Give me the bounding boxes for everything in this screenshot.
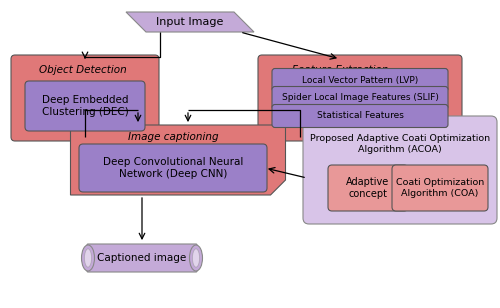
Polygon shape bbox=[70, 125, 286, 195]
FancyBboxPatch shape bbox=[258, 55, 462, 141]
Polygon shape bbox=[126, 12, 254, 32]
Text: Proposed Adaptive Coati Optimization
Algorithm (ACOA): Proposed Adaptive Coati Optimization Alg… bbox=[310, 134, 490, 154]
Text: Deep Embedded
Clustering (DEC): Deep Embedded Clustering (DEC) bbox=[42, 95, 128, 117]
Text: Spider Local Image Features (SLIF): Spider Local Image Features (SLIF) bbox=[282, 94, 438, 103]
Text: Deep Convolutional Neural
Network (Deep CNN): Deep Convolutional Neural Network (Deep … bbox=[103, 157, 243, 179]
Ellipse shape bbox=[190, 245, 202, 271]
Text: Coati Optimization
Algorithm (COA): Coati Optimization Algorithm (COA) bbox=[396, 178, 484, 198]
Text: Statistical Features: Statistical Features bbox=[316, 111, 404, 120]
Text: Local Vector Pattern (LVP): Local Vector Pattern (LVP) bbox=[302, 75, 418, 84]
FancyBboxPatch shape bbox=[392, 165, 488, 211]
FancyBboxPatch shape bbox=[328, 165, 408, 211]
Ellipse shape bbox=[84, 249, 91, 267]
Text: Input Image: Input Image bbox=[156, 17, 224, 27]
Ellipse shape bbox=[192, 249, 200, 267]
FancyBboxPatch shape bbox=[272, 87, 448, 110]
Text: Captioned image: Captioned image bbox=[98, 253, 186, 263]
FancyBboxPatch shape bbox=[79, 144, 267, 192]
FancyBboxPatch shape bbox=[87, 244, 197, 272]
FancyBboxPatch shape bbox=[272, 104, 448, 128]
FancyBboxPatch shape bbox=[25, 81, 145, 131]
FancyBboxPatch shape bbox=[303, 116, 497, 224]
Text: Object Detection: Object Detection bbox=[39, 65, 127, 75]
Text: Image captioning: Image captioning bbox=[128, 132, 218, 142]
FancyBboxPatch shape bbox=[11, 55, 159, 141]
FancyBboxPatch shape bbox=[272, 68, 448, 91]
Text: Adaptive
concept: Adaptive concept bbox=[346, 177, 390, 199]
Text: Feature Extraction: Feature Extraction bbox=[292, 65, 388, 75]
Ellipse shape bbox=[82, 245, 94, 271]
